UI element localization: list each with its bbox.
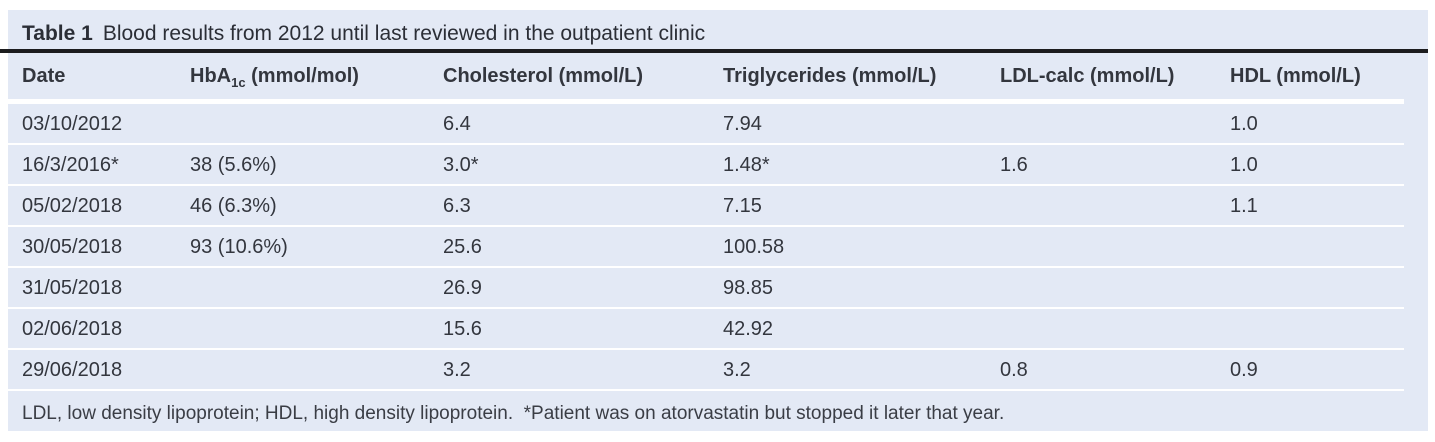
column-header-hba1c: HbA1c (mmol/mol) — [176, 53, 429, 104]
column-header-date: Date — [8, 53, 176, 104]
table-cell: 25.6 — [429, 226, 709, 268]
table-cell — [176, 308, 429, 350]
table-cell: 29/06/2018 — [8, 349, 176, 391]
table-row: 02/06/2018 15.6 42.92 — [8, 308, 1404, 350]
table-cell — [986, 185, 1216, 227]
table-cell: 03/10/2012 — [8, 101, 176, 145]
table-cell: 6.4 — [429, 101, 709, 145]
table-cell — [176, 101, 429, 145]
table-title-label: Table 1 — [22, 22, 93, 45]
table-cell: 38 (5.6%) — [176, 144, 429, 186]
table-cell: 100.58 — [709, 226, 986, 268]
table-cell: 42.92 — [709, 308, 986, 350]
table-cell: 7.94 — [709, 101, 986, 145]
table-cell: 0.9 — [1216, 349, 1404, 391]
table-cell: 16/3/2016* — [8, 144, 176, 186]
table-cell: 7.15 — [709, 185, 986, 227]
table-cell — [986, 226, 1216, 268]
table-row: 05/02/2018 46 (6.3%) 6.3 7.15 1.1 — [8, 185, 1404, 227]
table-row: 30/05/2018 93 (10.6%) 25.6 100.58 — [8, 226, 1404, 268]
table-cell: 30/05/2018 — [8, 226, 176, 268]
table-cell: 3.0* — [429, 144, 709, 186]
table-cell: 1.48* — [709, 144, 986, 186]
table-cell: 3.2 — [709, 349, 986, 391]
table-header: Date HbA1c (mmol/mol) Cholesterol (mmol/L)… — [8, 53, 1404, 104]
table-title: Table 1 Blood results from 2012 until las… — [8, 10, 1428, 49]
table-body: 03/10/2012 6.4 7.94 1.0 16/3/2016* 38 (5.6%) 3… — [8, 101, 1404, 391]
title-divider-rule — [0, 49, 1428, 53]
table-cell — [986, 267, 1216, 309]
table-header-row: Date HbA1c (mmol/mol) Cholesterol (mmol/L)… — [8, 53, 1404, 104]
table-cell — [1216, 267, 1404, 309]
table-wrap: Date HbA1c (mmol/mol) Cholesterol (mmol/L)… — [8, 53, 1428, 391]
table-cell: 6.3 — [429, 185, 709, 227]
table-cell: 1.6 — [986, 144, 1216, 186]
table-title-text: Blood results from 2012 until last revie… — [102, 22, 706, 45]
blood-results-table: Date HbA1c (mmol/mol) Cholesterol (mmol/L)… — [8, 53, 1404, 391]
table1-panel: Table 1 Blood results from 2012 until las… — [0, 10, 1428, 431]
table-cell: 3.2 — [429, 349, 709, 391]
table-cell: 02/06/2018 — [8, 308, 176, 350]
table-cell — [986, 308, 1216, 350]
column-header-triglycerides: Triglycerides (mmol/L) — [709, 53, 986, 104]
table-cell: 05/02/2018 — [8, 185, 176, 227]
table-cell — [176, 349, 429, 391]
table-cell — [986, 101, 1216, 145]
table-cell: 1.1 — [1216, 185, 1404, 227]
table-row: 16/3/2016* 38 (5.6%) 3.0* 1.48* 1.6 1.0 — [8, 144, 1404, 186]
table-footnote: LDL, low density lipoprotein; HDL, high … — [22, 403, 1005, 424]
table-cell: 93 (10.6%) — [176, 226, 429, 268]
table-cell: 0.8 — [986, 349, 1216, 391]
table-row: 29/06/2018 3.2 3.2 0.8 0.9 — [8, 349, 1404, 391]
table-cell: 31/05/2018 — [8, 267, 176, 309]
table-cell: 1.0 — [1216, 101, 1404, 145]
table-cell: 26.9 — [429, 267, 709, 309]
table-cell — [1216, 226, 1404, 268]
column-header-ldl-calc: LDL-calc (mmol/L) — [986, 53, 1216, 104]
table-cell: 98.85 — [709, 267, 986, 309]
table-row: 31/05/2018 26.9 98.85 — [8, 267, 1404, 309]
column-header-cholesterol: Cholesterol (mmol/L) — [429, 53, 709, 104]
table-cell: 1.0 — [1216, 144, 1404, 186]
table-cell: 46 (6.3%) — [176, 185, 429, 227]
table-cell — [176, 267, 429, 309]
table-cell: 15.6 — [429, 308, 709, 350]
table-cell — [1216, 308, 1404, 350]
table-row: 03/10/2012 6.4 7.94 1.0 — [8, 101, 1404, 145]
column-header-hdl: HDL (mmol/L) — [1216, 53, 1404, 104]
